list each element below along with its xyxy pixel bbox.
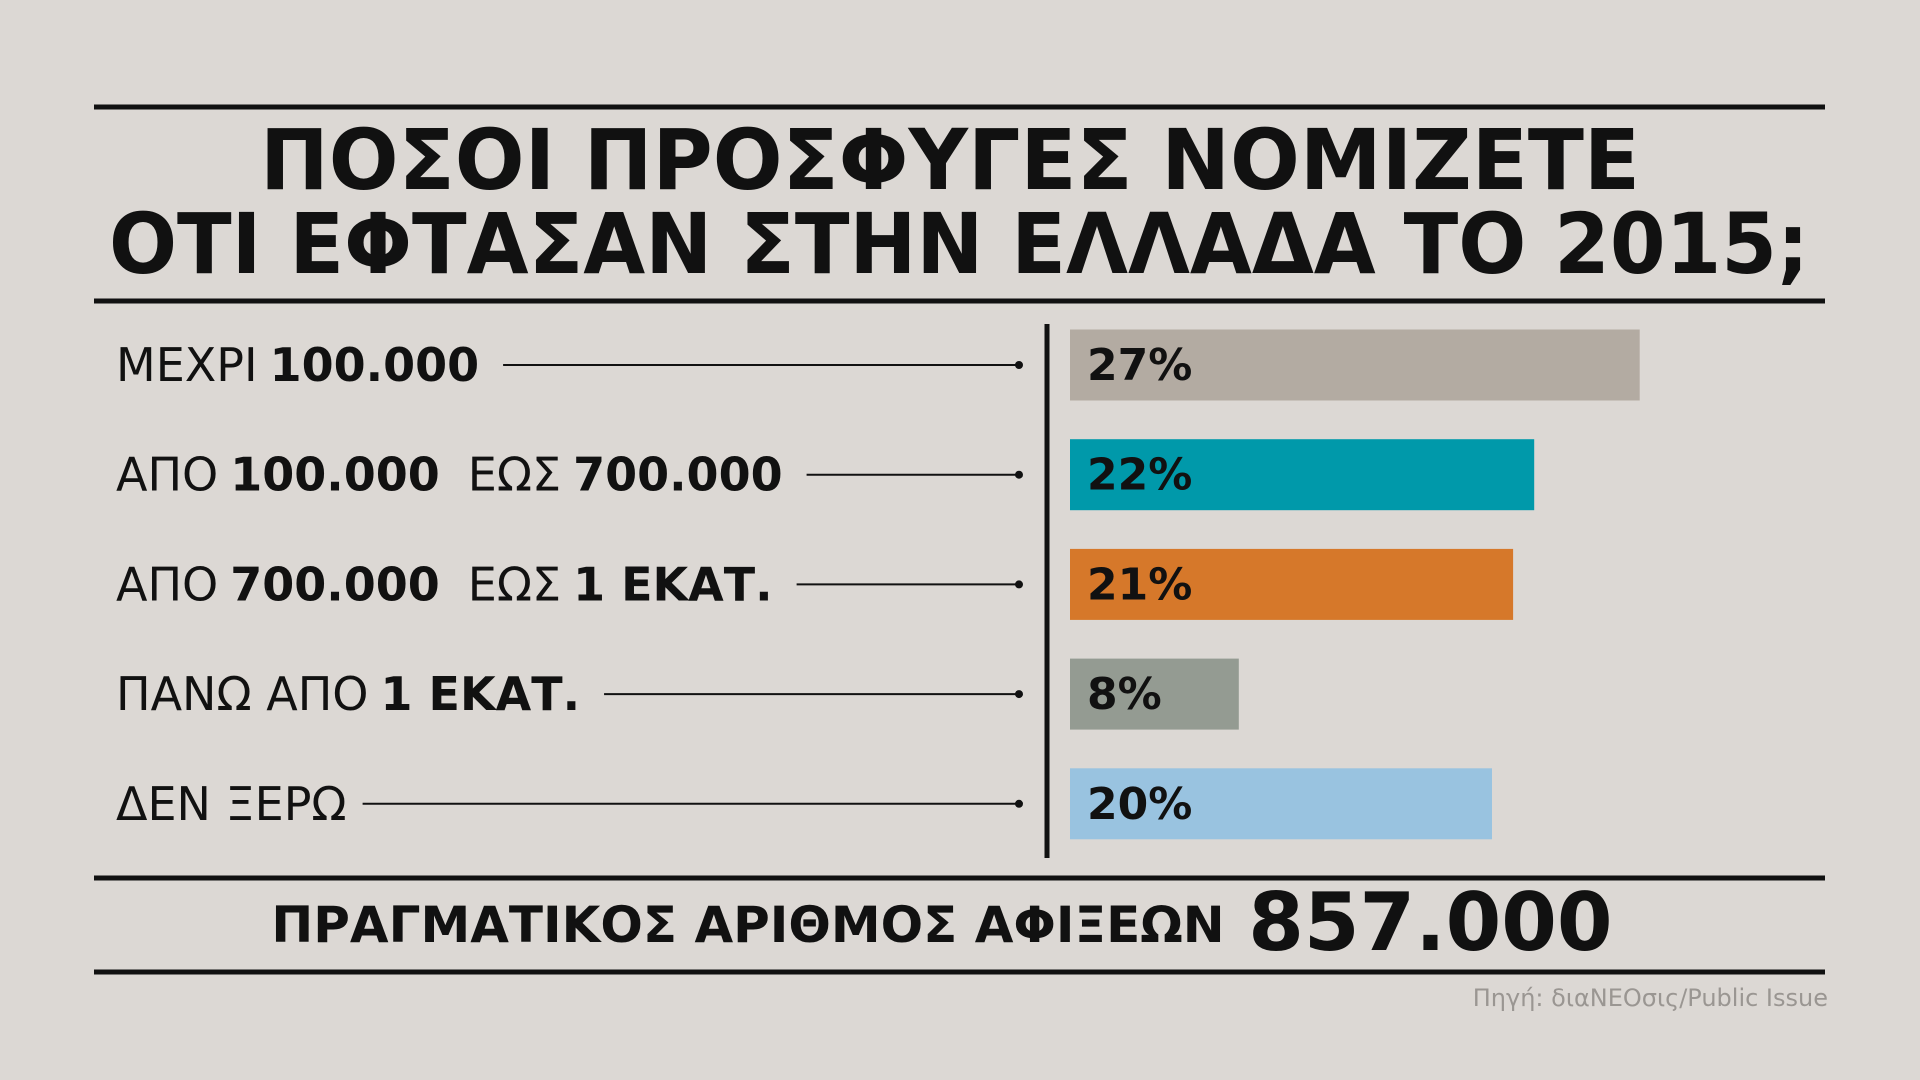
bar bbox=[1070, 658, 1239, 730]
category-part: 1 ΕΚΑΤ. bbox=[381, 667, 581, 721]
chart-title: ΟΤΙ ΕΦΤΑΣΑΝ ΣΤΗΝ ΕΛΛΑΔΑ ΤΟ 2015; bbox=[109, 195, 1809, 293]
category-label: ΔΕΝ ΞΕΡΩ bbox=[116, 776, 347, 830]
category-part: ΑΠΟ bbox=[116, 447, 218, 501]
annotation-text: ΠΡΑΓΜΑΤΙΚΟΣ ΑΡΙΘΜΟΣ ΑΦΙΞΕΩΝ bbox=[271, 896, 1224, 954]
value-label: 22% bbox=[1087, 450, 1192, 501]
leader-dot bbox=[1015, 690, 1023, 699]
chart-title: ΠΟΣΟΙ ΠΡΟΣΦΥΓΕΣ ΝΟΜΙΖΕΤΕ bbox=[260, 111, 1640, 209]
category-label: ΑΠΟ 100.000 ΕΩΣ 700.000 bbox=[116, 447, 783, 501]
annotation-number: 857.000 bbox=[1248, 876, 1612, 969]
leader-dot bbox=[1015, 799, 1023, 808]
category-part: ΜΕΧΡΙ bbox=[116, 338, 258, 392]
value-label: 20% bbox=[1087, 779, 1192, 830]
category-part: ΕΩΣ bbox=[468, 557, 561, 611]
category-part: 100.000 bbox=[230, 447, 440, 501]
category-label: ΜΕΧΡΙ 100.000 bbox=[116, 338, 479, 392]
source: Πηγή: διαΝΕΟσις/Public Issue bbox=[1473, 984, 1828, 1012]
bar bbox=[1070, 439, 1535, 511]
bar bbox=[1070, 548, 1514, 620]
annotation: ΠΡΑΓΜΑΤΙΚΟΣ ΑΡΙΘΜΟΣ ΑΦΙΞΕΩΝ 857.000 bbox=[271, 876, 1612, 969]
category-part: 1 ΕΚΑΤ. bbox=[573, 557, 773, 611]
category-label: ΠΑΝΩ ΑΠΟ 1 ΕΚΑΤ. bbox=[116, 667, 580, 721]
category-part: ΔΕΝ ΞΕΡΩ bbox=[116, 776, 347, 830]
category-part: 700.000 bbox=[230, 557, 440, 611]
value-label: 21% bbox=[1087, 559, 1192, 610]
category-label: ΑΠΟ 700.000 ΕΩΣ 1 ΕΚΑΤ. bbox=[116, 557, 773, 611]
bar bbox=[1070, 768, 1492, 840]
value-label: 27% bbox=[1087, 340, 1192, 391]
category-part: ΑΠΟ bbox=[116, 557, 218, 611]
category-part: ΕΩΣ bbox=[468, 447, 561, 501]
leader-dot bbox=[1015, 580, 1023, 589]
leader-dot bbox=[1015, 470, 1023, 479]
category-part: 700.000 bbox=[573, 447, 783, 501]
leader-dot bbox=[1015, 361, 1023, 369]
bar bbox=[1070, 329, 1640, 401]
category-part: ΠΑΝΩ ΑΠΟ bbox=[116, 667, 369, 721]
category-part: 100.000 bbox=[270, 338, 480, 392]
value-label: 8% bbox=[1087, 669, 1162, 720]
